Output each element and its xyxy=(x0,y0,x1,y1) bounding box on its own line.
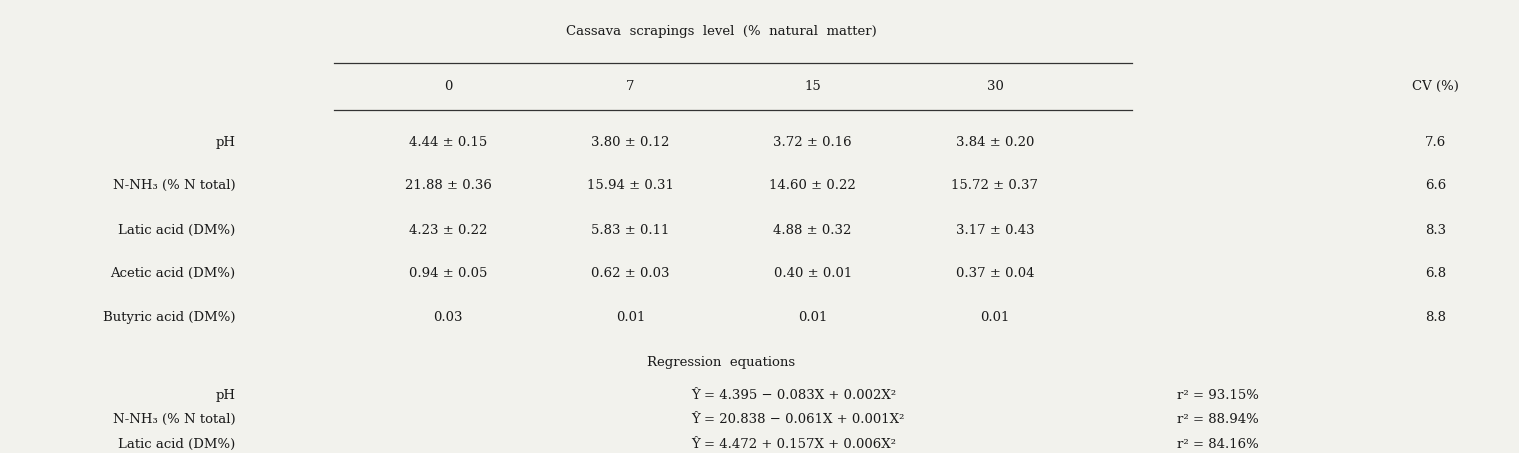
Text: 0.03: 0.03 xyxy=(433,311,463,323)
Text: 4.44 ± 0.15: 4.44 ± 0.15 xyxy=(409,136,488,149)
Text: pH: pH xyxy=(216,389,235,401)
Text: CV (%): CV (%) xyxy=(1413,80,1458,92)
Text: Regression  equations: Regression equations xyxy=(647,356,796,369)
Text: 0.01: 0.01 xyxy=(615,311,646,323)
Text: N-NH₃ (% N total): N-NH₃ (% N total) xyxy=(112,179,235,192)
Text: 15.94 ± 0.31: 15.94 ± 0.31 xyxy=(586,179,674,192)
Text: Cassava  scrapings  level  (%  natural  matter): Cassava scrapings level (% natural matte… xyxy=(567,25,876,38)
Text: 8.8: 8.8 xyxy=(1425,311,1446,323)
Text: Latic acid (DM%): Latic acid (DM%) xyxy=(118,439,235,451)
Text: 3.80 ± 0.12: 3.80 ± 0.12 xyxy=(591,136,670,149)
Text: r² = 88.94%: r² = 88.94% xyxy=(1177,414,1259,426)
Text: 0.37 ± 0.04: 0.37 ± 0.04 xyxy=(955,267,1034,280)
Text: 0.01: 0.01 xyxy=(980,311,1010,323)
Text: 15.72 ± 0.37: 15.72 ± 0.37 xyxy=(951,179,1039,192)
Text: 0.94 ± 0.05: 0.94 ± 0.05 xyxy=(409,267,488,280)
Text: 21.88 ± 0.36: 21.88 ± 0.36 xyxy=(404,179,492,192)
Text: 3.72 ± 0.16: 3.72 ± 0.16 xyxy=(773,136,852,149)
Text: 6.6: 6.6 xyxy=(1425,179,1446,192)
Text: Latic acid (DM%): Latic acid (DM%) xyxy=(118,224,235,236)
Text: 4.88 ± 0.32: 4.88 ± 0.32 xyxy=(773,224,852,236)
Text: 14.60 ± 0.22: 14.60 ± 0.22 xyxy=(769,179,857,192)
Text: 8.3: 8.3 xyxy=(1425,224,1446,236)
Text: 6.8: 6.8 xyxy=(1425,267,1446,280)
Text: 0.40 ± 0.01: 0.40 ± 0.01 xyxy=(773,267,852,280)
Text: 3.17 ± 0.43: 3.17 ± 0.43 xyxy=(955,224,1034,236)
Text: 7.6: 7.6 xyxy=(1425,136,1446,149)
Text: 0.01: 0.01 xyxy=(797,311,828,323)
Text: Acetic acid (DM%): Acetic acid (DM%) xyxy=(111,267,235,280)
Text: 3.84 ± 0.20: 3.84 ± 0.20 xyxy=(955,136,1034,149)
Text: Ŷ = 20.838 − 0.061X + 0.001X²: Ŷ = 20.838 − 0.061X + 0.001X² xyxy=(691,414,904,426)
Text: Butyric acid (DM%): Butyric acid (DM%) xyxy=(103,311,235,323)
Text: 0.62 ± 0.03: 0.62 ± 0.03 xyxy=(591,267,670,280)
Text: 5.83 ± 0.11: 5.83 ± 0.11 xyxy=(591,224,670,236)
Text: pH: pH xyxy=(216,136,235,149)
Text: 0: 0 xyxy=(444,80,453,92)
Text: 15: 15 xyxy=(804,80,822,92)
Text: Ŷ = 4.472 + 0.157X + 0.006X²: Ŷ = 4.472 + 0.157X + 0.006X² xyxy=(691,439,896,451)
Text: 4.23 ± 0.22: 4.23 ± 0.22 xyxy=(409,224,488,236)
Text: r² = 84.16%: r² = 84.16% xyxy=(1177,439,1259,451)
Text: Ŷ = 4.395 − 0.083X + 0.002X²: Ŷ = 4.395 − 0.083X + 0.002X² xyxy=(691,389,896,401)
Text: 30: 30 xyxy=(986,80,1004,92)
Text: r² = 93.15%: r² = 93.15% xyxy=(1177,389,1259,401)
Text: N-NH₃ (% N total): N-NH₃ (% N total) xyxy=(112,414,235,426)
Text: 7: 7 xyxy=(626,80,635,92)
